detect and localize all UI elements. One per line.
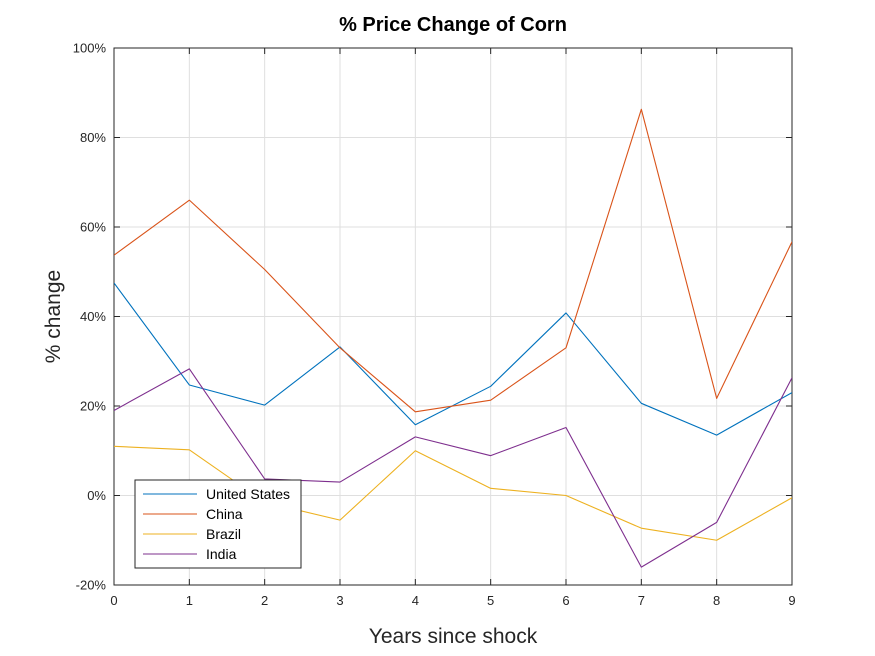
legend-box [134, 479, 302, 569]
x-tick-label: 5 [487, 593, 494, 608]
x-tick-label: 9 [788, 593, 795, 608]
legend-entry-label: China [206, 506, 243, 522]
x-tick-label: 3 [336, 593, 343, 608]
y-tick-label: 20% [80, 399, 106, 414]
x-tick-label: 2 [261, 593, 268, 608]
y-tick-label: -20% [76, 578, 107, 593]
series-lines [114, 108, 792, 568]
x-tick-label: 7 [638, 593, 645, 608]
y-axis-label: % change [42, 270, 65, 363]
x-tick-label: 6 [562, 593, 569, 608]
x-tick-label: 1 [186, 593, 193, 608]
y-tick-label: 40% [80, 309, 106, 324]
series-line-china [114, 108, 792, 413]
x-tick-label: 0 [110, 593, 117, 608]
y-tick-label: 0% [87, 488, 106, 503]
axes: 0 1 2 3 4 5 6 7 8 9 -20% 0% 20% 40% 60% 80% 100% [73, 41, 796, 609]
legend-entry-label: India [206, 546, 237, 562]
y-tick-label: 100% [73, 41, 107, 56]
series-line-brazil [114, 445, 792, 541]
x-tick-label: 4 [412, 593, 419, 608]
x-tick-label: 8 [713, 593, 720, 608]
y-tick-label: 60% [80, 220, 106, 235]
y-tick-label: 80% [80, 130, 106, 145]
x-axis-label: Years since shock [369, 625, 538, 648]
series-line-india [114, 368, 792, 568]
chart-title: % Price Change of Corn [339, 14, 567, 36]
legend-entry-label: Brazil [206, 526, 241, 542]
axes-box [113, 47, 793, 586]
legend: United States China Brazil India [134, 479, 302, 569]
legend-entry-label: United States [206, 486, 290, 502]
